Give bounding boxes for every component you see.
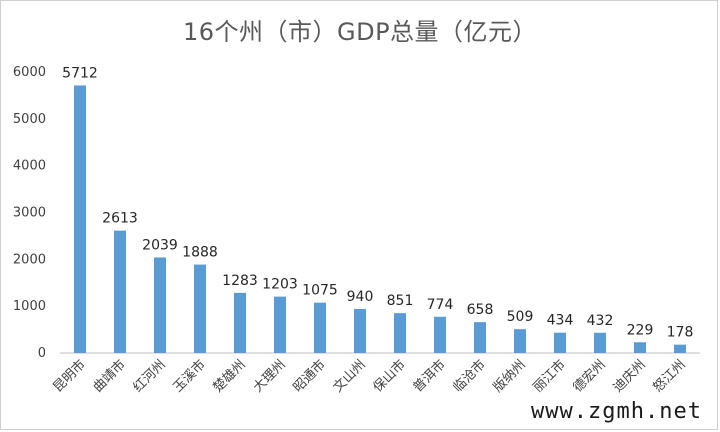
data-label: 509 [507,309,534,325]
y-tick-label: 3000 [13,206,46,221]
bar [314,302,326,353]
bar [434,316,446,353]
data-label: 1075 [302,283,338,299]
category-label: 昭通市 [290,357,329,396]
data-label: 432 [587,313,614,329]
category-label: 德宏州 [571,357,609,395]
category-label: 曲靖市 [90,357,129,396]
y-tick-label: 1000 [13,299,46,314]
category-label: 大理州 [251,357,289,395]
bar [274,296,286,353]
data-label: 1203 [262,277,298,293]
bar [674,344,686,353]
y-tick-label: 4000 [13,159,46,174]
bar [194,264,206,353]
category-label: 楚雄州 [211,357,249,395]
category-label: 文山州 [331,357,369,395]
bar [554,332,566,353]
category-label: 保山市 [370,357,409,396]
data-label: 2039 [142,238,178,254]
category-label: 玉溪市 [170,357,209,396]
bar [594,332,606,353]
data-label: 940 [347,289,374,305]
category-label: 丽江市 [530,357,569,396]
bar [394,313,406,353]
category-label: 版纳州 [491,357,529,395]
data-label: 1283 [222,273,258,289]
y-tick-label: 5000 [13,112,46,127]
data-label: 2613 [102,211,138,227]
chart-title: 16个州（市）GDP总量（亿元） [182,18,538,46]
bar [514,329,526,353]
data-label: 774 [427,297,454,313]
data-label: 5712 [62,65,98,81]
data-label: 178 [667,325,694,341]
data-label: 851 [387,293,414,309]
bar [354,308,366,353]
data-label: 229 [627,322,654,338]
bar [474,322,486,353]
y-tick-label: 2000 [13,252,46,267]
watermark-text: www.zgmh.net [531,399,702,424]
category-label: 红河州 [130,357,169,396]
y-tick-label: 0 [38,346,46,361]
category-label: 临沧市 [450,357,489,396]
data-label: 1888 [182,245,218,261]
data-label: 658 [467,302,494,318]
y-tick-label: 6000 [13,65,46,80]
data-label: 434 [547,313,574,329]
bar [114,230,126,353]
category-label: 怒江州 [651,357,689,395]
category-label: 昆明市 [50,357,89,396]
bar [634,342,646,353]
category-label: 普洱市 [410,357,449,396]
bar [74,85,86,353]
bar [234,292,246,353]
bar [154,257,166,353]
category-label: 迪庆州 [611,357,649,395]
